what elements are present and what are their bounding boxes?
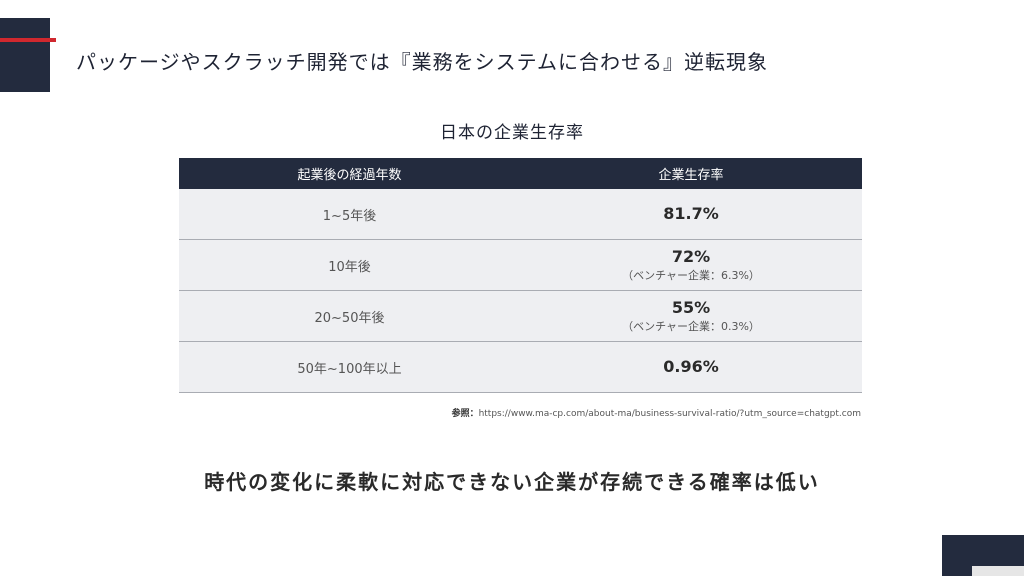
row-years: 10年後 — [328, 259, 371, 275]
slide-title: パッケージやスクラッチ開発では『業務をシステムに合わせる』逆転現象 — [76, 50, 768, 74]
row-years: 1~5年後 — [322, 208, 377, 224]
row-years: 20~50年後 — [314, 310, 385, 326]
table-title: 日本の企業生存率 — [440, 123, 584, 143]
row-rate: 55% — [671, 297, 711, 317]
row-rate: 72% — [671, 246, 711, 266]
table-row: 20~50年後 55% （ベンチャー企業：0.3%） — [179, 291, 862, 342]
table-header-row: 起業後の経過年数 企業生存率 — [179, 158, 862, 189]
corner-decoration-block — [0, 18, 50, 92]
row-rate: 0.96% — [663, 357, 719, 376]
bottom-right-decoration-band — [972, 566, 1024, 576]
table-row: 1~5年後 81.7% — [179, 189, 862, 240]
source-label: 参照： — [451, 409, 479, 419]
header-years: 起業後の経過年数 — [297, 168, 402, 183]
table-row: 50年~100年以上 0.96% — [179, 342, 862, 393]
source-url[interactable]: https://www.ma-cp.com/about-ma/business-… — [478, 409, 861, 419]
row-note: （ベンチャー企業：6.3%） — [622, 268, 760, 282]
survival-rate-table: 起業後の経過年数 企業生存率 1~5年後 81.7% 10年後 72% （ベンチ… — [179, 158, 862, 393]
source-citation: 参照：https://www.ma-cp.com/about-ma/busine… — [452, 406, 861, 419]
row-note: （ベンチャー企業：0.3%） — [622, 319, 760, 333]
corner-accent-line — [0, 38, 56, 42]
header-rate: 企業生存率 — [658, 168, 724, 183]
row-rate: 81.7% — [663, 204, 719, 223]
row-years: 50年~100年以上 — [297, 361, 402, 377]
table-row: 10年後 72% （ベンチャー企業：6.3%） — [179, 240, 862, 291]
conclusion-text: 時代の変化に柔軟に対応できない企業が存続できる確率は低い — [204, 470, 820, 494]
